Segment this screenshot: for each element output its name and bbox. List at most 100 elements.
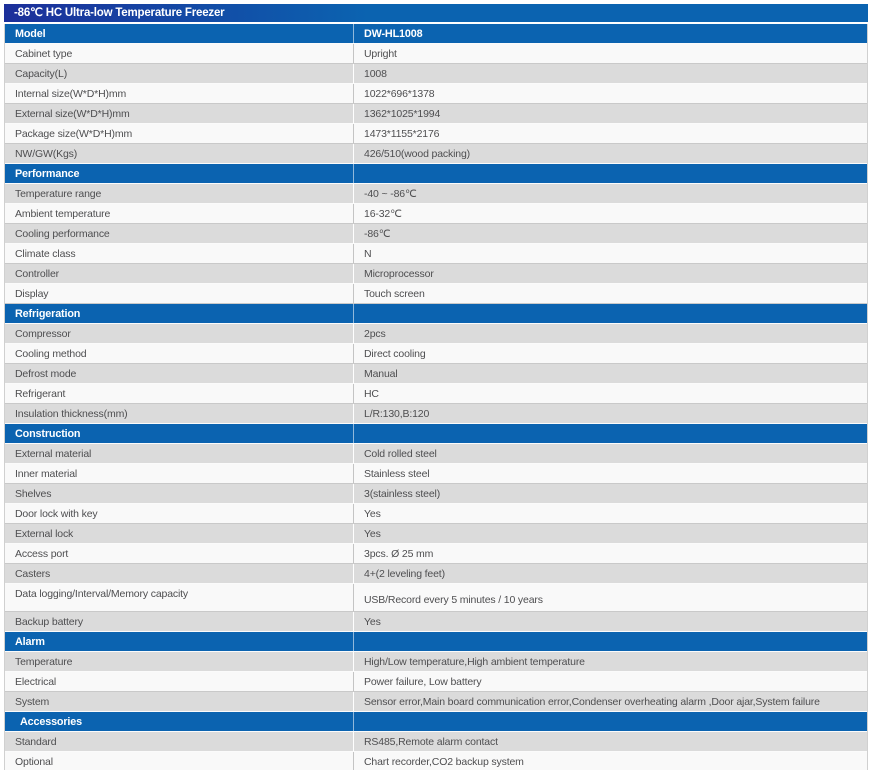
spec-value: RS485,Remote alarm contact	[353, 732, 867, 751]
spec-label: Refrigerant	[15, 387, 66, 400]
spec-row: Refrigerant HC	[5, 384, 867, 404]
spec-value: 426/510(wood packing)	[353, 144, 867, 163]
spec-value: Yes	[353, 612, 867, 631]
spec-label: Backup battery	[15, 615, 83, 628]
spec-row: Cabinet type Upright	[5, 44, 867, 64]
spec-label: Electrical	[15, 675, 57, 688]
spec-row: Optional Chart recorder,CO2 backup system	[5, 752, 867, 770]
spec-row: Climate class N	[5, 244, 867, 264]
spec-label: Capacity(L)	[15, 67, 68, 80]
spec-row: Insulation thickness(mm) L/R:130,B:120	[5, 404, 867, 424]
section-header-row: Model DW-HL1008	[5, 24, 867, 44]
spec-label: Package size(W*D*H)mm	[15, 127, 133, 140]
spec-label: System	[15, 695, 50, 708]
spec-label: Climate class	[15, 247, 76, 260]
spec-row: Defrost mode Manual	[5, 364, 867, 384]
spec-row: Controller Microprocessor	[5, 264, 867, 284]
spec-value: 3(stainless steel)	[353, 484, 867, 503]
spec-value: -86℃	[353, 224, 867, 243]
spec-table-body: Model DW-HL1008 Cabinet type Upright Capacit…	[4, 24, 868, 770]
spec-row: Temperature High/Low temperature,High amb…	[5, 652, 867, 672]
spec-value: Cold rolled steel	[353, 444, 867, 463]
section-header-row: Construction	[5, 424, 867, 444]
section-header-value	[353, 304, 867, 323]
spec-label: Display	[15, 287, 49, 300]
spec-value: High/Low temperature,High ambient temper…	[353, 652, 867, 671]
spec-label: Optional	[15, 755, 53, 768]
spec-value: 16-32℃	[353, 204, 867, 223]
spec-row: Display Touch screen	[5, 284, 867, 304]
spec-value: 3pcs. Ø 25 mm	[353, 544, 867, 563]
spec-row: Internal size(W*D*H)mm 1022*696*1378	[5, 84, 867, 104]
spec-value: Chart recorder,CO2 backup system	[353, 752, 867, 770]
spec-row: Cooling performance -86℃	[5, 224, 867, 244]
spec-label: Door lock with key	[15, 507, 98, 520]
section-header-row: Accessories	[5, 712, 867, 732]
spec-label: Internal size(W*D*H)mm	[15, 87, 127, 100]
spec-row: NW/GW(Kgs) 426/510(wood packing)	[5, 144, 867, 164]
spec-value: Manual	[353, 364, 867, 383]
product-title-bar: -86℃ HC Ultra-low Temperature Freezer	[4, 4, 868, 22]
spec-label: Temperature range	[15, 187, 102, 200]
spec-row: System Sensor error,Main board communicat…	[5, 692, 867, 712]
spec-label: Cooling method	[15, 347, 87, 360]
section-header-label: Construction	[15, 427, 81, 440]
spec-value: 2pcs	[353, 324, 867, 343]
spec-value: 1022*696*1378	[353, 84, 867, 103]
spec-value: Microprocessor	[353, 264, 867, 283]
spec-label: Inner material	[15, 467, 78, 480]
spec-value: L/R:130,B:120	[353, 404, 867, 423]
spec-label: Cabinet type	[15, 47, 73, 60]
spec-label: Temperature	[15, 655, 73, 668]
spec-row: Compressor 2pcs	[5, 324, 867, 344]
spec-label: Insulation thickness(mm)	[15, 407, 128, 420]
spec-value: 4+(2 leveling feet)	[353, 564, 867, 583]
section-header-row: Alarm	[5, 632, 867, 652]
spec-row: Door lock with key Yes	[5, 504, 867, 524]
spec-value: 1362*1025*1994	[353, 104, 867, 123]
section-header-value	[353, 424, 867, 443]
spec-row: Access port 3pcs. Ø 25 mm	[5, 544, 867, 564]
spec-value: Yes	[353, 524, 867, 543]
spec-row: Shelves 3(stainless steel)	[5, 484, 867, 504]
spec-value: USB/Record every 5 minutes / 10 years	[353, 584, 867, 611]
spec-row: External lock Yes	[5, 524, 867, 544]
spec-row: Capacity(L) 1008	[5, 64, 867, 84]
section-header-value	[353, 164, 867, 183]
spec-label: Access port	[15, 547, 69, 560]
section-header-label: Accessories	[20, 715, 82, 728]
spec-value: Direct cooling	[353, 344, 867, 363]
spec-value: 1008	[353, 64, 867, 83]
section-header-label: Alarm	[15, 635, 45, 648]
section-header-value	[353, 712, 867, 731]
spec-row: Data logging/Interval/Memory capacity USB…	[5, 584, 867, 612]
spec-row: Ambient temperature 16-32℃	[5, 204, 867, 224]
section-header-label: Model	[15, 27, 46, 40]
spec-label: Standard	[15, 735, 57, 748]
spec-value: Power failure, Low battery	[353, 672, 867, 691]
spec-value: Touch screen	[353, 284, 867, 303]
spec-row: External size(W*D*H)mm 1362*1025*1994	[5, 104, 867, 124]
spec-row: Cooling method Direct cooling	[5, 344, 867, 364]
section-header-row: Refrigeration	[5, 304, 867, 324]
spec-label: Controller	[15, 267, 60, 280]
spec-row: External material Cold rolled steel	[5, 444, 867, 464]
spec-row: Casters 4+(2 leveling feet)	[5, 564, 867, 584]
spec-value: Yes	[353, 504, 867, 523]
spec-label: External lock	[15, 527, 74, 540]
spec-value: Stainless steel	[353, 464, 867, 483]
spec-value: Upright	[353, 44, 867, 63]
spec-label: Ambient temperature	[15, 207, 111, 220]
spec-row: Inner material Stainless steel	[5, 464, 867, 484]
spec-row: Package size(W*D*H)mm 1473*1155*2176	[5, 124, 867, 144]
spec-value: Sensor error,Main board communication er…	[353, 692, 867, 711]
spec-label: Data logging/Interval/Memory capacity	[15, 588, 189, 600]
spec-label: Casters	[15, 567, 51, 580]
section-header-label: Performance	[15, 167, 80, 180]
spec-row: Standard RS485,Remote alarm contact	[5, 732, 867, 752]
spec-value: N	[353, 244, 867, 263]
spec-value: -40 ~ -86℃	[353, 184, 867, 203]
section-header-row: Performance	[5, 164, 867, 184]
spec-table: -86℃ HC Ultra-low Temperature Freezer Mo…	[4, 4, 868, 770]
